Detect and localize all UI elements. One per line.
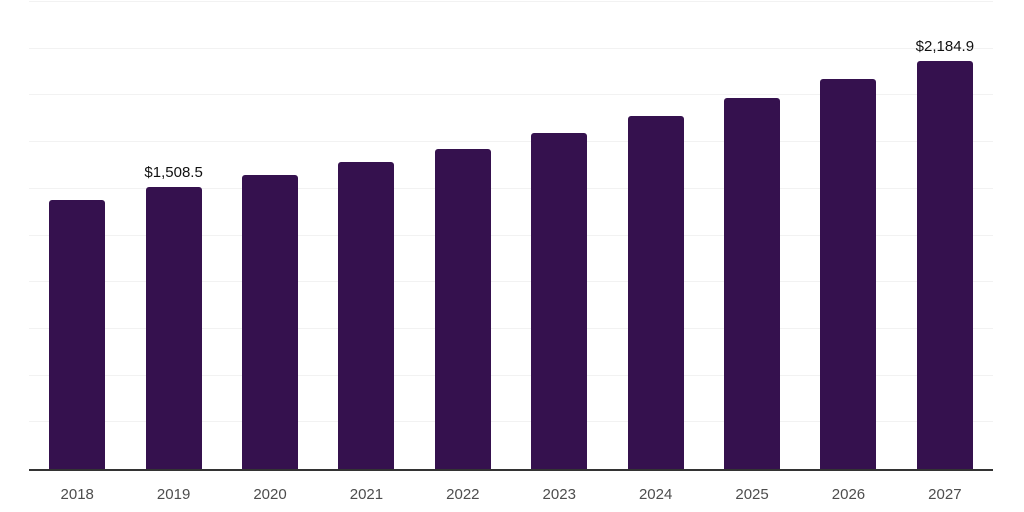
bar-slot xyxy=(511,2,607,469)
gridline xyxy=(29,47,993,49)
bar-slot xyxy=(222,2,318,469)
x-tick-label-2018: 2018 xyxy=(60,486,94,503)
bars: $1,508.5 $2,184.9 xyxy=(29,2,993,469)
bar-slot xyxy=(607,2,703,469)
bar-slot xyxy=(415,2,511,469)
x-tick-label-2025: 2025 xyxy=(735,486,769,503)
bar-slot: $2,184.9 xyxy=(897,2,993,469)
bar-2026[interactable] xyxy=(820,79,877,469)
bar-value-label: $2,184.9 xyxy=(915,37,975,55)
x-tick-label-2019: 2019 xyxy=(156,486,191,503)
gridline xyxy=(29,327,993,329)
bar-slot xyxy=(800,2,896,469)
gridline xyxy=(29,141,993,143)
bar-2027[interactable] xyxy=(916,60,973,469)
bar-2021[interactable] xyxy=(338,162,395,469)
gridline xyxy=(29,281,993,283)
x-tick-label-2022: 2022 xyxy=(446,486,480,503)
x-tick-label-2027: 2027 xyxy=(928,486,962,503)
gridline xyxy=(29,421,993,423)
bar-slot xyxy=(29,2,125,469)
bar-slot xyxy=(704,2,800,469)
plot-area: $1,508.5 $2,184.9 xyxy=(29,1,993,471)
gridline xyxy=(29,374,993,376)
gridline xyxy=(29,94,993,96)
x-tick-label-2023: 2023 xyxy=(542,486,576,503)
bar-2025[interactable] xyxy=(724,98,781,469)
bar-2019[interactable] xyxy=(145,187,202,469)
bar-value-label: $1,508.5 xyxy=(144,164,203,182)
bar-slot: $1,508.5 xyxy=(125,2,221,469)
bar-2022[interactable] xyxy=(434,149,491,469)
x-tick-label-2024: 2024 xyxy=(638,486,673,503)
x-tick-label-2020: 2020 xyxy=(253,486,287,503)
gridline xyxy=(29,1,993,2)
bar-2023[interactable] xyxy=(531,133,588,469)
x-tick-label-2021: 2021 xyxy=(349,486,384,503)
bar-2024[interactable] xyxy=(627,116,684,469)
x-axis-labels: 2018 2019 2020 2021 2022 2023 2024 2025 2026 2027 xyxy=(29,471,993,503)
gridlines xyxy=(29,1,993,469)
x-tick-label-2026: 2026 xyxy=(831,486,866,503)
gridline xyxy=(29,234,993,236)
bar-slot xyxy=(318,2,414,469)
bar-2018[interactable] xyxy=(49,200,106,469)
gridline xyxy=(29,187,993,189)
bar-2020[interactable] xyxy=(242,174,299,469)
